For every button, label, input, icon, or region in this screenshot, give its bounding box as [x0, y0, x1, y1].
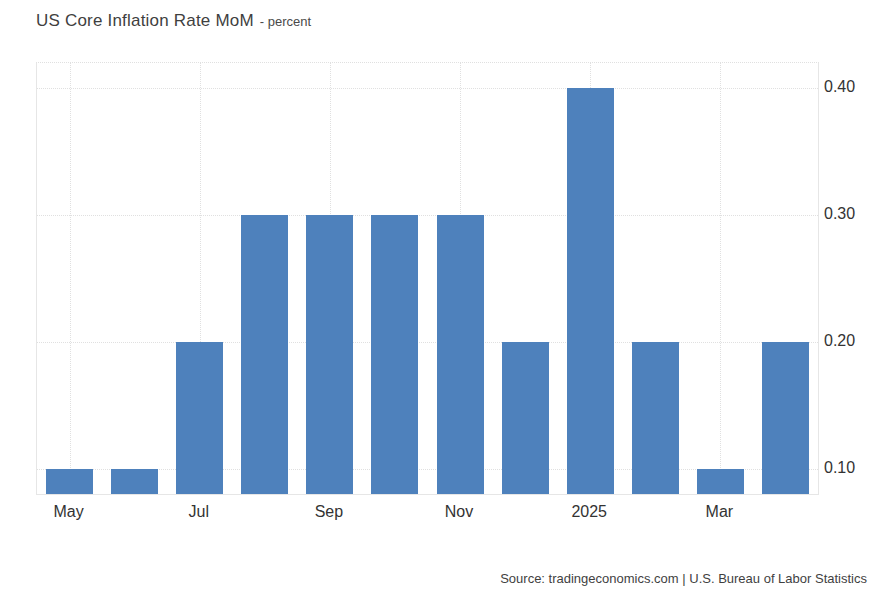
x-tick-label: Nov: [445, 502, 473, 522]
x-tick-label: Jul: [188, 502, 208, 522]
chart-subtitle: - percent: [260, 14, 311, 29]
y-tick-label: 0.10: [824, 458, 855, 478]
bar-may: [46, 469, 93, 494]
bar-jun: [111, 469, 158, 494]
x-tick-label: 2025: [571, 502, 607, 522]
x-tick-label: Mar: [706, 502, 734, 522]
chart-title: US Core Inflation Rate MoM: [36, 11, 254, 31]
y-tick-label: 0.20: [824, 331, 855, 351]
y-tick-label: 0.40: [824, 77, 855, 97]
bar-aug: [241, 215, 288, 494]
bar-oct: [371, 215, 418, 494]
x-gridline: [720, 63, 721, 494]
chart-container: US Core Inflation Rate MoM - percent 0.1…: [0, 0, 882, 603]
plot-area: [36, 62, 819, 495]
bar-jul: [176, 342, 223, 494]
y-gridline: [37, 342, 818, 343]
x-tick-label: Sep: [315, 502, 343, 522]
y-gridline: [37, 215, 818, 216]
bar-feb: [632, 342, 679, 494]
source-attribution: Source: tradingeconomics.com | U.S. Bure…: [500, 571, 867, 586]
bar-2025: [567, 88, 614, 494]
x-tick-label: May: [53, 502, 83, 522]
bar-nov: [437, 215, 484, 494]
chart-header: US Core Inflation Rate MoM - percent: [36, 11, 311, 31]
bar-apr: [762, 342, 809, 494]
bar-dec: [502, 342, 549, 494]
y-gridline: [37, 88, 818, 89]
y-tick-label: 0.30: [824, 204, 855, 224]
x-gridline: [70, 63, 71, 494]
bar-mar: [697, 469, 744, 494]
bar-sep: [306, 215, 353, 494]
